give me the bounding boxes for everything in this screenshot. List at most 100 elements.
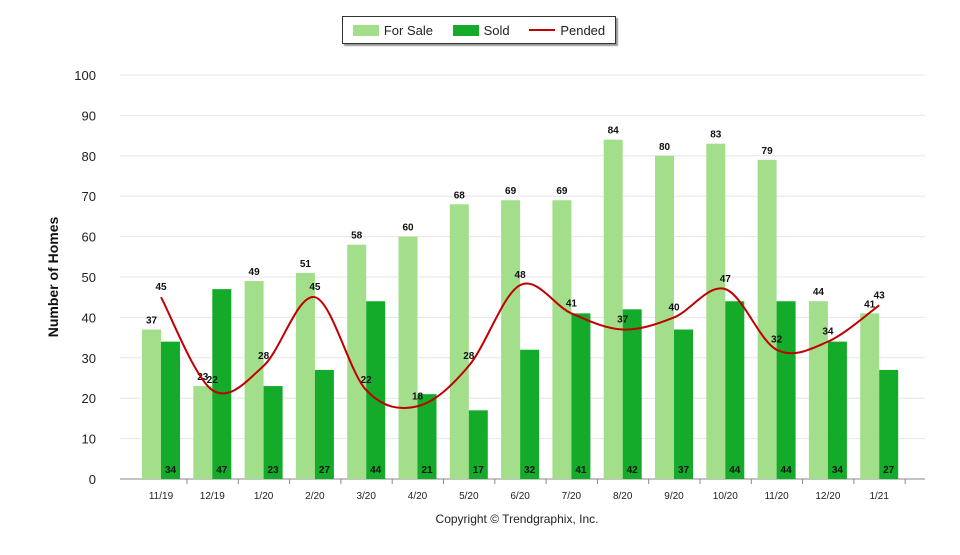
legend-item-for-sale: For Sale bbox=[352, 22, 433, 38]
x-tick-label: 11/19 bbox=[149, 491, 174, 502]
bar-sold bbox=[827, 341, 847, 479]
data-label-for-sale: 79 bbox=[762, 146, 774, 157]
y-tick-label: 20 bbox=[82, 391, 96, 406]
bar-sold bbox=[417, 394, 437, 479]
data-label-sold: 47 bbox=[216, 465, 228, 476]
bar-sold bbox=[366, 301, 386, 479]
data-label-pended: 45 bbox=[155, 282, 167, 293]
data-label-for-sale: 51 bbox=[300, 259, 312, 270]
y-tick-label: 30 bbox=[82, 351, 96, 366]
pended-line-icon bbox=[529, 29, 556, 31]
bar-sold bbox=[622, 309, 642, 479]
bar-sold bbox=[314, 369, 334, 479]
data-label-for-sale: 80 bbox=[659, 142, 671, 153]
bar-for-sale bbox=[295, 272, 315, 479]
data-label-sold: 32 bbox=[524, 465, 536, 476]
bar-sold bbox=[725, 301, 745, 479]
bar-for-sale bbox=[244, 281, 264, 479]
legend-item-sold: Sold bbox=[452, 22, 510, 38]
data-label-pended: 47 bbox=[720, 274, 732, 285]
x-tick-label: 8/20 bbox=[613, 491, 633, 502]
x-tick-label: 6/20 bbox=[510, 491, 530, 502]
data-label-for-sale: 37 bbox=[146, 316, 158, 327]
bar-sold bbox=[776, 301, 796, 479]
bar-for-sale bbox=[603, 139, 623, 479]
data-label-sold: 34 bbox=[165, 465, 177, 476]
legend-label-sold: Sold bbox=[483, 22, 510, 38]
data-label-pended: 34 bbox=[822, 327, 834, 338]
data-label-pended: 43 bbox=[874, 290, 886, 301]
x-tick-label: 2/20 bbox=[305, 491, 325, 502]
data-label-for-sale: 23 bbox=[197, 372, 209, 383]
data-label-sold: 44 bbox=[729, 465, 741, 476]
x-tick-label: 10/20 bbox=[713, 491, 738, 502]
legend-label-pended: Pended bbox=[560, 22, 606, 38]
data-label-pended: 40 bbox=[668, 302, 680, 313]
bar-sold bbox=[212, 289, 232, 479]
y-tick-label: 60 bbox=[82, 230, 96, 245]
bar-for-sale bbox=[193, 386, 213, 479]
data-label-pended: 37 bbox=[617, 315, 629, 326]
data-label-sold: 17 bbox=[473, 465, 485, 476]
data-label-pended: 28 bbox=[258, 351, 270, 362]
x-tick-label: 9/20 bbox=[664, 491, 684, 502]
data-label-for-sale: 84 bbox=[608, 126, 620, 137]
data-label-sold: 23 bbox=[268, 465, 280, 476]
data-label-sold: 41 bbox=[575, 465, 587, 476]
y-tick-label: 10 bbox=[82, 432, 96, 447]
data-label-sold: 21 bbox=[421, 465, 433, 476]
pended-line bbox=[160, 282, 880, 410]
bar-for-sale bbox=[552, 200, 572, 480]
data-label-sold: 37 bbox=[678, 465, 690, 476]
y-tick-label: 80 bbox=[82, 149, 96, 164]
bar-sold bbox=[468, 410, 488, 479]
data-label-for-sale: 69 bbox=[556, 186, 568, 197]
bar-for-sale bbox=[449, 204, 469, 479]
y-tick-label: 0 bbox=[89, 472, 96, 487]
legend-label-for-sale: For Sale bbox=[383, 22, 433, 38]
x-tick-label: 3/20 bbox=[356, 491, 376, 502]
y-axis-label: Number of Homes bbox=[45, 216, 61, 338]
data-label-pended: 32 bbox=[771, 335, 783, 346]
bar-for-sale bbox=[398, 236, 418, 479]
data-label-for-sale: 41 bbox=[864, 299, 876, 310]
y-tick-label: 50 bbox=[82, 270, 96, 285]
x-tick-label: 7/20 bbox=[562, 491, 582, 502]
bar-sold bbox=[879, 369, 899, 479]
data-label-sold: 44 bbox=[370, 465, 382, 476]
x-tick-label: 1/21 bbox=[869, 491, 889, 502]
for-sale-swatch-icon bbox=[352, 24, 379, 36]
data-label-pended: 45 bbox=[309, 282, 321, 293]
x-tick-label: 12/20 bbox=[815, 491, 840, 502]
y-tick-label: 90 bbox=[82, 108, 96, 123]
bar-sold bbox=[520, 349, 540, 479]
bar-for-sale bbox=[757, 159, 777, 479]
legend: For Sale Sold Pended bbox=[342, 16, 616, 44]
bar-for-sale bbox=[142, 329, 161, 479]
legend-item-pended: Pended bbox=[529, 23, 605, 38]
bar-sold bbox=[674, 329, 693, 479]
y-tick-label: 70 bbox=[82, 189, 96, 204]
data-label-sold: 34 bbox=[832, 465, 844, 476]
data-label-for-sale: 44 bbox=[813, 287, 825, 298]
data-label-sold: 27 bbox=[319, 465, 331, 476]
data-label-sold: 44 bbox=[781, 465, 793, 476]
y-tick-label: 100 bbox=[74, 68, 96, 83]
x-tick-label: 5/20 bbox=[459, 491, 479, 502]
bar-for-sale bbox=[860, 313, 880, 479]
data-label-for-sale: 60 bbox=[402, 223, 414, 234]
data-label-for-sale: 69 bbox=[505, 186, 517, 197]
data-label-pended: 22 bbox=[207, 375, 219, 386]
bar-for-sale bbox=[347, 244, 367, 479]
x-tick-label: 4/20 bbox=[408, 491, 428, 502]
x-tick-label: 11/20 bbox=[764, 491, 789, 502]
copyright-footer: Copyright © Trendgraphix, Inc. bbox=[435, 512, 599, 526]
bar-sold bbox=[161, 341, 180, 479]
data-label-pended: 48 bbox=[515, 270, 527, 281]
bar-sold bbox=[263, 386, 283, 479]
bar-for-sale bbox=[501, 200, 521, 480]
data-label-for-sale: 58 bbox=[351, 231, 363, 242]
data-label-pended: 18 bbox=[412, 391, 424, 402]
